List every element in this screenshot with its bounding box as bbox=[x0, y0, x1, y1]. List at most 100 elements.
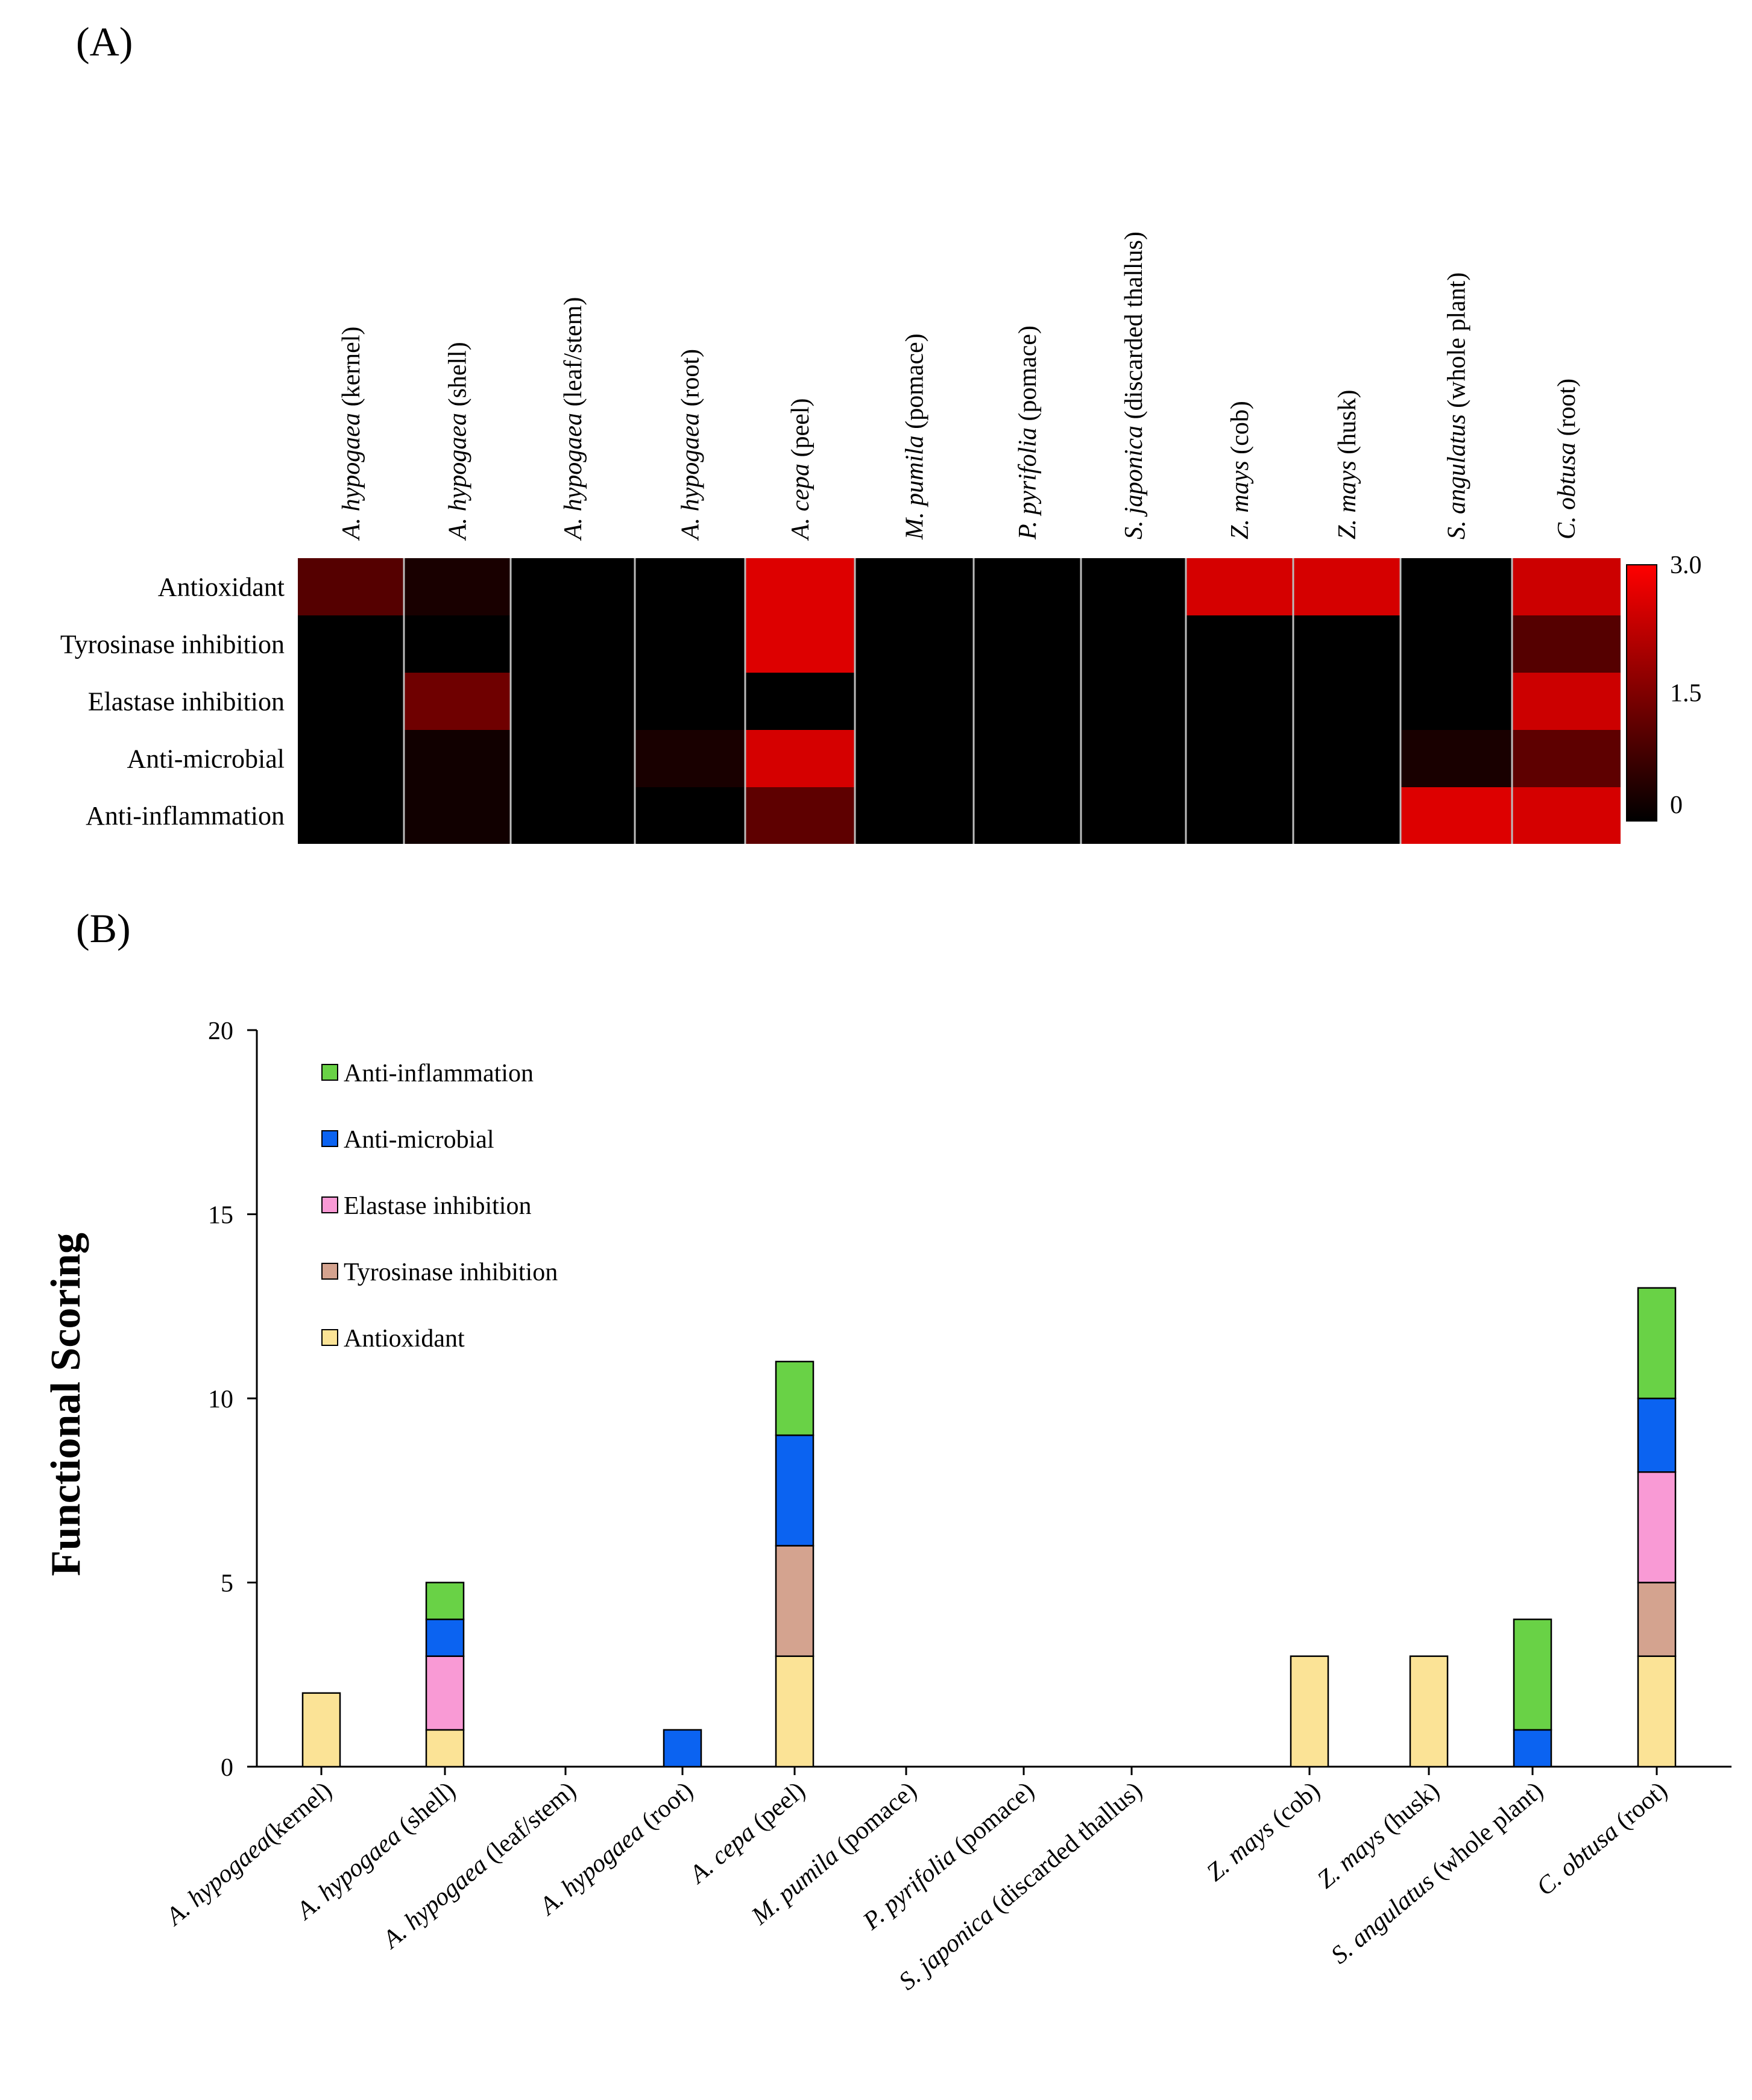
heatmap-cell bbox=[974, 558, 1081, 615]
heatmap-cell bbox=[511, 730, 635, 787]
bar-segment bbox=[1290, 1655, 1329, 1768]
legend-label: Elastase inhibition bbox=[344, 1192, 531, 1220]
heatmap-cell bbox=[1401, 673, 1512, 730]
heatmap-cell bbox=[1293, 558, 1401, 615]
heatmap-cell bbox=[404, 673, 511, 730]
heatmap-column-label: A. cepa (peel) bbox=[787, 398, 815, 541]
colorbar-tick-label: 1.5 bbox=[1670, 680, 1702, 708]
heatmap-cell bbox=[635, 787, 745, 844]
y-tick-label: 10 bbox=[208, 1386, 233, 1413]
heatmap-column-label: A. hypogaea (root) bbox=[677, 349, 705, 541]
heatmap-cell bbox=[745, 730, 855, 787]
heatmap-cell bbox=[635, 673, 745, 730]
heatmap-cell bbox=[298, 730, 404, 787]
heatmap-cell bbox=[1512, 730, 1621, 787]
heatmap-cell bbox=[298, 615, 404, 673]
heatmap-cell bbox=[855, 730, 974, 787]
heatmap-cell bbox=[404, 558, 511, 615]
bar-segment bbox=[775, 1434, 815, 1547]
heatmap-cell bbox=[1081, 615, 1186, 673]
heatmap-cell bbox=[974, 615, 1081, 673]
heatmap-cell bbox=[298, 673, 404, 730]
bar-segment bbox=[1637, 1397, 1677, 1473]
heatmap-column-label: C. obtusa (root) bbox=[1553, 379, 1581, 539]
heatmap-cell bbox=[635, 558, 745, 615]
legend-label: Antioxidant bbox=[344, 1325, 465, 1353]
heatmap-cell bbox=[974, 787, 1081, 844]
bar-segment bbox=[425, 1655, 465, 1731]
heatmap-cell bbox=[511, 787, 635, 844]
bar-segment bbox=[1513, 1618, 1552, 1731]
heatmap-cell bbox=[298, 787, 404, 844]
heatmap-row-label: Antioxidant bbox=[158, 573, 285, 602]
bar-segment bbox=[301, 1692, 341, 1768]
heatmap-cell bbox=[974, 730, 1081, 787]
heatmap-cell bbox=[855, 787, 974, 844]
heatmap-cell bbox=[1186, 558, 1293, 615]
heatmap-cell bbox=[1401, 558, 1512, 615]
heatmap-cell bbox=[855, 558, 974, 615]
heatmap-column-label: M. pumila (pomace) bbox=[901, 333, 929, 540]
legend-label: Anti-inflammation bbox=[344, 1060, 534, 1087]
heatmap-cell bbox=[1081, 730, 1186, 787]
heatmap-cell bbox=[1512, 615, 1621, 673]
heatmap-cell bbox=[855, 673, 974, 730]
x-category-label: C. obtusa (root) bbox=[1531, 1776, 1672, 1901]
heatmap-cell bbox=[1081, 558, 1186, 615]
bar-segment bbox=[1409, 1655, 1449, 1768]
heatmap-column-label: S. angulatus (whole plant) bbox=[1443, 272, 1471, 539]
heatmap-cell bbox=[1081, 787, 1186, 844]
bar-segment bbox=[775, 1360, 815, 1436]
heatmap-cell bbox=[1512, 558, 1621, 615]
heatmap-cell bbox=[745, 673, 855, 730]
heatmap-cell bbox=[1186, 730, 1293, 787]
panel-label-a: (A) bbox=[76, 19, 133, 64]
y-tick-label: 0 bbox=[221, 1754, 233, 1782]
legend-swatch bbox=[321, 1130, 338, 1147]
bar-segment bbox=[425, 1582, 465, 1620]
heatmap-cell bbox=[404, 730, 511, 787]
heatmap-cell bbox=[855, 615, 974, 673]
x-category-label: Z. mays (cob) bbox=[1202, 1776, 1326, 1887]
bar-segment bbox=[1637, 1471, 1677, 1583]
heatmap-column-label: A. hypogaea (kernel) bbox=[338, 327, 365, 541]
y-tick-label: 15 bbox=[208, 1202, 233, 1230]
x-category-label: A. hypogaea (leaf/stem) bbox=[376, 1776, 581, 1955]
bar-segment bbox=[775, 1545, 815, 1657]
y-tick-label: 20 bbox=[208, 1017, 233, 1045]
heatmap-cell bbox=[511, 615, 635, 673]
colorbar-tick-label: 3.0 bbox=[1670, 552, 1702, 579]
heatmap-column-label: A. hypogaea (shell) bbox=[444, 342, 472, 541]
heatmap-cell bbox=[1512, 787, 1621, 844]
heatmap-cell bbox=[511, 558, 635, 615]
heatmap-cell bbox=[1293, 730, 1401, 787]
heatmap-column-label: A. hypogaea (leaf/stem) bbox=[559, 297, 587, 541]
heatmap-column-label: S. japonica (discarded thallus) bbox=[1120, 231, 1148, 539]
heatmap-cell bbox=[635, 615, 745, 673]
bar-segment bbox=[663, 1729, 702, 1768]
heatmap-cell bbox=[1401, 730, 1512, 787]
heatmap-cell bbox=[511, 673, 635, 730]
heatmap-cell bbox=[745, 558, 855, 615]
legend-swatch bbox=[321, 1263, 338, 1280]
heatmap-cell bbox=[974, 673, 1081, 730]
heatmap-cell bbox=[1293, 787, 1401, 844]
heatmap-cell bbox=[1186, 787, 1293, 844]
heatmap-column-label: P. pyrifolia (pomace) bbox=[1014, 325, 1042, 540]
heatmap-column-label: Z. mays (cob) bbox=[1226, 401, 1254, 539]
heatmap-cell bbox=[1186, 615, 1293, 673]
heatmap-cell bbox=[1186, 673, 1293, 730]
heatmap-column-label: Z. mays (husk) bbox=[1334, 389, 1361, 539]
bar-segment bbox=[425, 1729, 465, 1768]
x-category-label: S. angulatus (whole plant) bbox=[1326, 1776, 1548, 1969]
y-tick-label: 5 bbox=[221, 1570, 233, 1598]
heatmap: Antioxidant Tyrosinase inhibition Elastase… bbox=[60, 231, 1621, 844]
heatmap-row-label: Elastase inhibition bbox=[88, 687, 285, 717]
bar-segment bbox=[1637, 1655, 1677, 1768]
heatmap-cell bbox=[1401, 787, 1512, 844]
legend-label: Tyrosinase inhibition bbox=[344, 1259, 558, 1286]
legend-label: Anti-microbial bbox=[344, 1126, 494, 1154]
bar-segment bbox=[425, 1618, 465, 1657]
heatmap-row-label: Anti-microbial bbox=[127, 744, 285, 774]
heatmap-row-label: Tyrosinase inhibition bbox=[60, 630, 285, 659]
